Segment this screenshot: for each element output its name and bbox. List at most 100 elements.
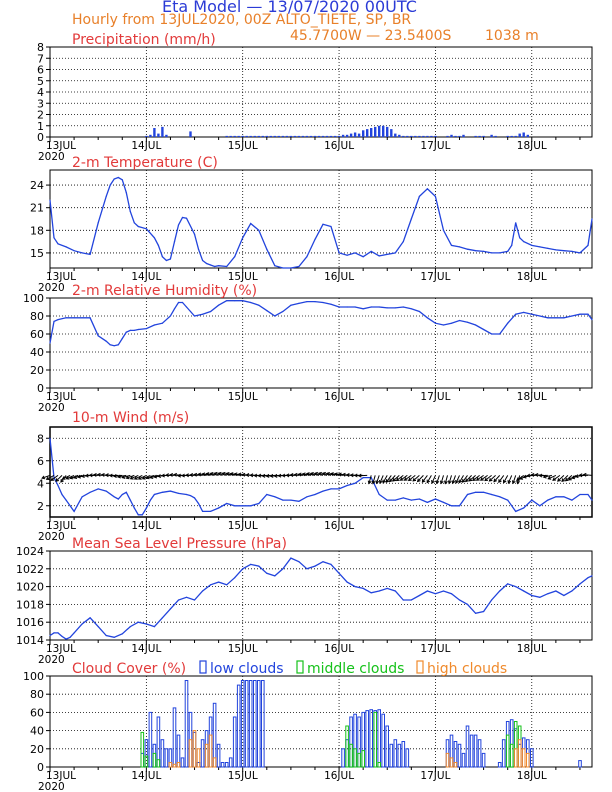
- precip-bar: [418, 135, 421, 137]
- y-tick-label: 20: [30, 743, 44, 756]
- wind-arrow-head: [273, 473, 278, 478]
- wind-arrow-head: [277, 473, 282, 478]
- precip-bar: [321, 135, 325, 137]
- data-point: [193, 233, 196, 235]
- data-point: [210, 510, 212, 512]
- panel-title: 2-m Relative Humidity (%): [72, 283, 257, 299]
- wind-arrow: [488, 475, 496, 482]
- wind-arrow-head: [145, 475, 150, 480]
- wind-arrow-head: [516, 477, 520, 481]
- data-point: [97, 335, 99, 337]
- cloud-bar: [521, 748, 526, 768]
- wind-arrow-head: [392, 477, 397, 482]
- data-point: [458, 246, 461, 248]
- x-year-label: 2020: [38, 654, 65, 666]
- data-point: [354, 586, 356, 588]
- series-line: [49, 557, 593, 640]
- data-point: [202, 259, 204, 262]
- cloud-bar: [401, 741, 406, 768]
- x-tick-label: 18JUL: [517, 140, 547, 152]
- data-point: [306, 568, 308, 570]
- data-point: [511, 244, 513, 246]
- data-point: [386, 253, 388, 255]
- panel-2: [46, 169, 593, 273]
- wind-arrow-head: [403, 477, 408, 481]
- data-point: [523, 590, 525, 592]
- data-point: [442, 590, 445, 592]
- wind-arrow: [197, 472, 207, 477]
- wind-arrow-head: [285, 473, 290, 478]
- y-tick-label: 15: [30, 247, 44, 260]
- data-point: [226, 265, 228, 268]
- wind-arrow-head: [337, 472, 342, 477]
- data-point: [547, 317, 549, 319]
- wind-arrow-head: [484, 477, 489, 482]
- wind-arrow-shaft: [421, 475, 428, 483]
- data-point: [161, 491, 163, 493]
- wind-arrow-head: [217, 471, 222, 476]
- data-point: [153, 324, 155, 326]
- wind-arrow: [209, 472, 219, 476]
- wind-arrow-shaft: [396, 475, 404, 481]
- data-point: [483, 328, 485, 331]
- wind-arrow: [416, 475, 424, 483]
- data-point: [73, 632, 75, 634]
- x-tick-label: 16JUL: [324, 140, 354, 152]
- data-point: [386, 307, 388, 309]
- data-point: [197, 502, 200, 505]
- data-point: [242, 300, 244, 302]
- data-point: [322, 301, 324, 304]
- panel-6: [46, 660, 593, 772]
- wind-arrow-head: [193, 472, 198, 477]
- wind-arrow-head: [157, 474, 162, 479]
- data-point: [193, 599, 196, 601]
- wind-arrow-head: [237, 472, 242, 477]
- data-point: [442, 501, 445, 503]
- data-point: [177, 224, 180, 226]
- wind-arrow-head: [80, 474, 85, 479]
- cloud-bar: [405, 748, 410, 768]
- cloud-bar: [140, 731, 145, 768]
- data-point: [346, 306, 348, 308]
- wind-arrow-head: [225, 472, 230, 476]
- data-point: [69, 636, 71, 638]
- wind-arrow-head: [395, 477, 400, 482]
- cloud-bar: [261, 680, 265, 768]
- data-point: [507, 250, 509, 252]
- data-point: [266, 248, 268, 250]
- precip-bar: [149, 134, 152, 138]
- wind-arrow-head: [249, 473, 254, 478]
- data-point: [591, 218, 593, 220]
- cloud-bar: [148, 711, 153, 768]
- wind-arrow-head: [557, 478, 561, 482]
- data-point: [290, 304, 292, 306]
- wind-arrow-head: [465, 478, 469, 483]
- y-tick-label: 2: [37, 109, 44, 122]
- x-tick-label: 18JUL: [517, 770, 547, 782]
- wind-arrow-head: [181, 473, 185, 478]
- legend-label: high clouds: [427, 661, 507, 677]
- data-point: [499, 496, 501, 498]
- data-point: [491, 333, 493, 335]
- wind-arrow: [317, 471, 328, 476]
- y-tick-label: 100: [23, 670, 44, 683]
- wind-arrow: [225, 472, 235, 476]
- data-point: [202, 313, 204, 315]
- wind-arrow-head: [426, 479, 431, 484]
- data-point: [173, 308, 176, 310]
- y-tick-label: 100: [23, 292, 44, 305]
- data-point: [290, 499, 292, 501]
- wind-arrow: [582, 472, 593, 477]
- data-point: [242, 237, 244, 239]
- data-point: [185, 493, 188, 496]
- wind-arrow-shaft: [440, 475, 444, 484]
- y-tick-label: 24: [30, 179, 44, 192]
- wind-arrow-shaft: [218, 472, 227, 476]
- wind-arrow-head: [325, 472, 330, 476]
- data-point: [475, 491, 477, 493]
- data-point: [418, 195, 420, 197]
- cloud-bar: [240, 680, 245, 768]
- data-point: [137, 621, 139, 623]
- data-point: [523, 241, 525, 243]
- x-tick-label: 15JUL: [228, 391, 258, 403]
